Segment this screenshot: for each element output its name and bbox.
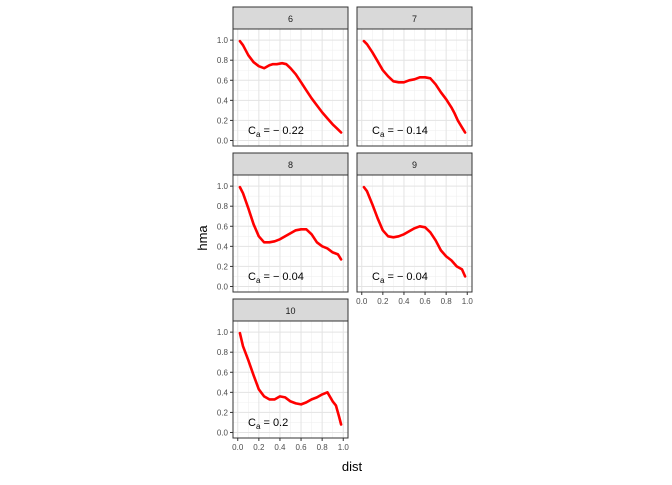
y-tick-label: 1.0 [217,36,229,45]
y-tick-label: 0.6 [217,222,229,231]
facet-strip-label: 6 [288,14,293,24]
x-tick-label: 0.2 [377,297,389,306]
annotation-subscript: a [380,276,385,285]
panel-border [232,28,349,147]
facet-strip-label: 7 [412,14,417,24]
facet-strip-label: 9 [412,160,417,170]
x-tick-label: 0.8 [317,443,329,452]
facet-annotation: Ca = − 0.22 [248,125,304,139]
y-tick-label: 0.4 [217,388,229,397]
x-tick-label: 0.8 [441,297,453,306]
annotation-value: = − 0.22 [260,125,303,137]
annotation-value: = − 0.14 [384,125,427,137]
x-tick-label: 0.2 [253,443,265,452]
series-line [362,185,467,278]
annotation-base: C [372,271,380,283]
facet-panel: 6 Ca = − 0.22 0.0 0.2 0.4 0.6 0.8 1.0 [217,6,349,147]
x-tick-label: 1.0 [462,297,474,306]
x-axis-title: dist [342,459,363,474]
y-tick-label: 0.0 [217,136,229,145]
facet-panel: 9 Ca = − 0.04 0.0 0.2 0.4 0.6 0.8 1.0 [356,152,474,306]
series-line [362,39,467,134]
facet-annotation: Ca = 0.2 [248,417,288,431]
y-axis-title: hma [195,225,210,251]
annotation-value: = − 0.04 [260,271,303,283]
y-tick-label: 0.4 [217,96,229,105]
annotation-base: C [248,271,256,283]
x-tick-label: 0.6 [419,297,431,306]
y-tick-label: 0.8 [217,202,229,211]
y-tick-label: 0.0 [217,428,229,437]
facet-annotation: Ca = − 0.04 [248,271,304,285]
x-tick-label: 1.0 [338,443,350,452]
annotation-base: C [248,417,256,429]
y-tick-label: 1.0 [217,328,229,337]
y-tick-label: 0.2 [217,116,229,125]
annotation-base: C [372,125,380,137]
y-tick-label: 0.8 [217,56,229,65]
series-line [238,331,343,426]
facet-annotation: Ca = − 0.14 [372,125,428,139]
facet-strip-label: 8 [288,160,293,170]
y-tick-label: 0.8 [217,348,229,357]
series-line [238,39,343,134]
panel-border [232,174,349,293]
facet-panel: 10 Ca = 0.2 0.0 0.2 0.4 0.6 0.8 1.0 0.0 0.2 0.4 0.6… [217,298,350,452]
annotation-subscript: a [256,276,261,285]
facet-panel: 7 Ca = − 0.14 [356,6,473,147]
annotation-subscript: a [256,130,261,139]
y-tick-label: 0.6 [217,368,229,377]
annotation-subscript: a [256,422,261,431]
y-tick-label: 0.2 [217,408,229,417]
x-tick-label: 0.4 [398,297,410,306]
facet-panel: 8 Ca = − 0.04 0.0 0.2 0.4 0.6 0.8 1.0 [217,152,349,293]
facet-annotation: Ca = − 0.04 [372,271,428,285]
panel-border [232,320,349,439]
y-tick-label: 1.0 [217,182,229,191]
annotation-base: C [248,125,256,137]
panel-border [356,28,473,147]
annotation-value: = 0.2 [260,417,288,429]
facet-strip-label: 10 [285,306,295,316]
x-tick-label: 0.0 [232,443,244,452]
facet-panels: 6 Ca = − 0.22 0.0 0.2 0.4 0.6 0.8 1.0 7 Ca = − 0.… [217,6,474,452]
panel-border [356,174,473,293]
y-tick-label: 0.2 [217,262,229,271]
series-line [238,185,343,261]
annotation-value: = − 0.04 [384,271,427,283]
annotation-subscript: a [380,130,385,139]
x-tick-label: 0.6 [295,443,307,452]
y-tick-label: 0.0 [217,282,229,291]
x-tick-label: 0.4 [274,443,286,452]
x-tick-label: 0.0 [356,297,368,306]
y-tick-label: 0.6 [217,76,229,85]
y-tick-label: 0.4 [217,242,229,251]
